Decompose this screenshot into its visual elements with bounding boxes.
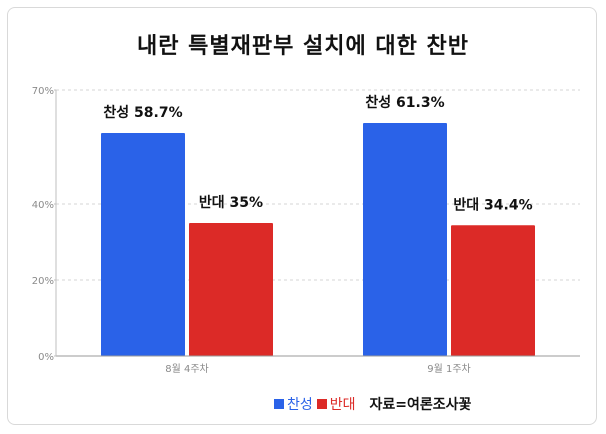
bar: [363, 123, 447, 356]
bar: [189, 223, 273, 356]
data-label: 찬성 58.7%: [103, 104, 182, 121]
bar: [451, 225, 535, 356]
y-tick-label: 70%: [32, 86, 54, 97]
bars: 찬성 58.7% 반대 35% 찬성 61.3% 반대 34.4%: [101, 94, 535, 356]
source-label: 자료=여론조사꽃: [369, 397, 472, 413]
data-label: 찬성 61.3%: [365, 94, 444, 111]
x-tick-label: 8월 4주차: [165, 363, 209, 375]
x-tick-label: 9월 1주차: [427, 363, 471, 375]
bar: [101, 132, 185, 356]
y-axis-ticks: 0% 20% 40% 70%: [32, 86, 56, 363]
legend: 찬성 반대 자료=여론조사꽃: [274, 394, 471, 414]
data-label: 반대 35%: [199, 194, 263, 211]
legend-swatch-oppose: [316, 399, 327, 409]
legend-swatch-support: [274, 399, 284, 409]
y-tick-label: 20%: [32, 276, 54, 287]
legend-label-support: 찬성: [287, 397, 313, 413]
y-tick-label: 0%: [38, 352, 54, 363]
chart-title: 내란 특별재판부 설치에 대한 찬반: [137, 34, 469, 59]
y-tick-label: 40%: [32, 200, 54, 211]
legend-label-oppose: 반대: [329, 397, 356, 413]
data-label: 반대 34.4%: [453, 196, 532, 213]
x-axis-labels: 8월 4주차 9월 1주차: [165, 363, 471, 375]
